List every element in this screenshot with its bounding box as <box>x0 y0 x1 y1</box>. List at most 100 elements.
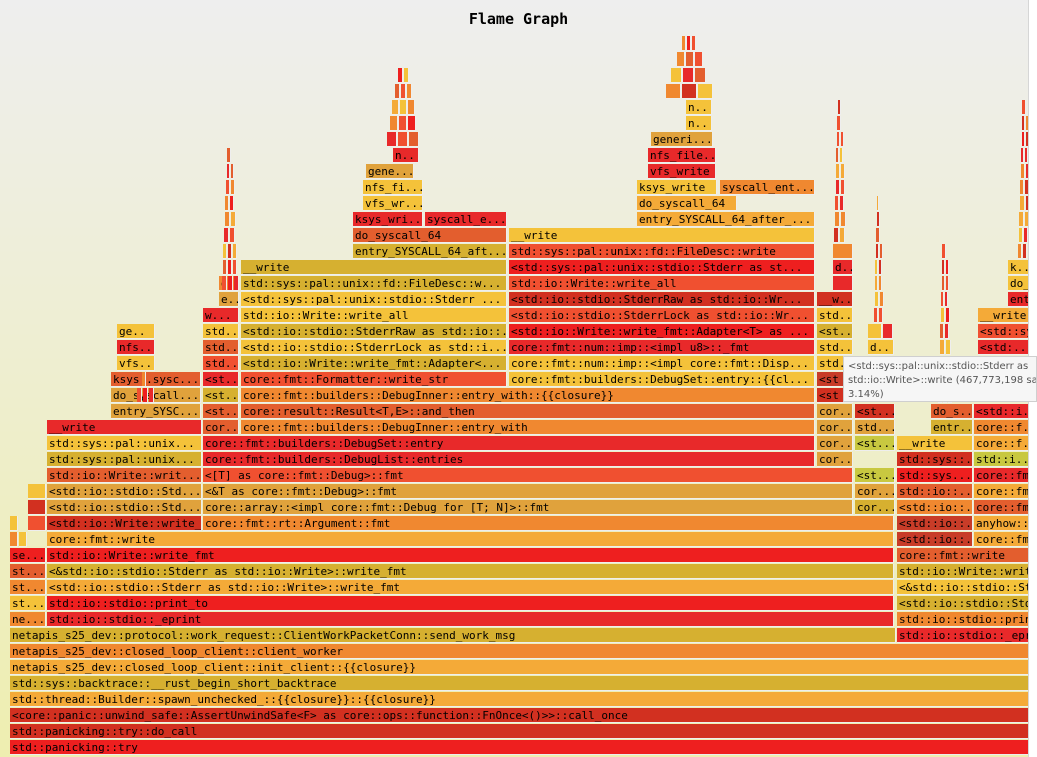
flame-frame[interactable]: <std::sys::pal::unix::stdio::Stderr ... <box>241 292 507 307</box>
flame-frame[interactable]: <std::io::stdio::Std... <box>47 484 202 499</box>
flame-frame[interactable] <box>879 260 882 275</box>
flame-frame[interactable] <box>225 212 230 227</box>
flame-frame[interactable] <box>687 36 691 51</box>
flame-frame[interactable] <box>695 52 703 67</box>
flame-frame[interactable]: core::fmt::write <box>897 548 1030 563</box>
flame-frame[interactable]: std::io::stdio::print_to <box>897 612 1030 627</box>
flame-frame[interactable] <box>19 532 27 547</box>
flame-frame[interactable]: do_... <box>1008 276 1030 291</box>
flame-frame[interactable]: n.. <box>686 100 712 115</box>
flame-frame[interactable] <box>840 228 845 243</box>
flame-frame[interactable]: std... <box>203 356 239 371</box>
flame-frame[interactable]: core::fmt... <box>974 468 1030 483</box>
flame-frame[interactable]: <&std::io::stdio::Stderr as std::io::Wri… <box>897 580 1030 595</box>
flame-frame[interactable]: anyhow::fmt <box>974 516 1030 531</box>
flame-frame[interactable]: std::sys::pal::unix::fd::FileDesc::w... <box>241 276 507 291</box>
flame-frame[interactable]: <std::i... <box>974 404 1030 419</box>
flame-frame[interactable]: <std:... <box>978 340 1030 355</box>
flame-frame[interactable]: std::io::Write::write_all <box>509 276 815 291</box>
flame-frame[interactable] <box>28 516 46 531</box>
flame-frame[interactable] <box>1021 164 1025 179</box>
flame-frame[interactable]: entry_SYSCALL_64_aft... <box>353 244 507 259</box>
flame-frame[interactable]: <std::io::stdio::Stderr as std::io::Writ… <box>47 580 894 595</box>
flame-frame[interactable]: <std::io::stdio::StderrRaw as std::io::W… <box>509 292 815 307</box>
flame-frame[interactable]: st... <box>10 580 46 595</box>
flame-frame[interactable]: core::fmt::builders::DebugSet::entry::{{… <box>509 372 815 387</box>
flame-frame[interactable] <box>942 276 945 291</box>
flame-frame[interactable]: nfs_file... <box>648 148 716 163</box>
flame-frame[interactable] <box>231 180 235 195</box>
flame-frame[interactable]: do_syscall... <box>111 388 201 403</box>
flame-frame[interactable] <box>398 132 408 147</box>
flame-frame[interactable]: nfs... <box>117 340 155 355</box>
flame-frame[interactable] <box>833 244 853 259</box>
flame-frame[interactable] <box>231 212 236 227</box>
flame-frame[interactable]: core::f... <box>974 436 1030 451</box>
flame-frame[interactable] <box>1021 148 1024 163</box>
flame-frame[interactable]: __write <box>47 420 202 435</box>
flame-frame[interactable] <box>876 244 879 259</box>
flame-frame[interactable] <box>683 68 694 83</box>
flame-frame[interactable] <box>666 84 681 99</box>
flame-frame[interactable] <box>875 292 879 307</box>
flame-frame[interactable]: __write <box>241 260 507 275</box>
flame-frame[interactable]: <core::panic::unwind_safe::AssertUnwindS… <box>10 708 1030 723</box>
flame-frame[interactable]: n.. <box>686 116 712 131</box>
flame-frame[interactable]: netapis_s25_dev::closed_loop_client::ini… <box>10 660 1030 675</box>
flame-frame[interactable] <box>841 164 845 179</box>
flame-frame[interactable]: ksys..sysc... <box>111 372 201 387</box>
flame-frame[interactable]: std::panicking::try::do_call <box>10 724 1030 739</box>
flame-frame[interactable] <box>836 180 840 195</box>
flame-frame[interactable]: core::fmt::num::imp::<impl u8>::_fmt <box>509 340 815 355</box>
flame-frame[interactable] <box>1022 132 1025 147</box>
flame-frame[interactable]: <st... <box>817 324 853 339</box>
flame-frame[interactable]: core::fmt::builders::DebugInner::entry_w… <box>241 388 815 403</box>
flame-frame[interactable] <box>230 196 234 211</box>
flame-frame[interactable]: <std::io::stdio::Stderr as std::io::Writ… <box>897 596 1030 611</box>
flame-frame[interactable]: <&std::io::stdio::Stderr as std::io::Wri… <box>47 564 894 579</box>
flame-frame[interactable] <box>143 388 148 403</box>
flame-frame[interactable]: <std::io::Write::write_fmt::Adapter<T> a… <box>509 324 815 339</box>
flame-frame[interactable]: e.. <box>219 292 239 307</box>
flame-frame[interactable] <box>28 484 46 499</box>
flame-frame[interactable] <box>228 276 233 291</box>
flame-frame[interactable]: core::f... <box>974 420 1030 435</box>
flame-frame[interactable]: cor... <box>203 420 239 435</box>
flame-frame[interactable]: core::fmt... <box>974 484 1030 499</box>
flame-frame[interactable] <box>1025 148 1028 163</box>
flame-frame[interactable] <box>390 116 398 131</box>
flame-frame[interactable] <box>407 84 412 99</box>
flame-frame[interactable]: core::fmt::num::imp::<impl core::fmt::Di… <box>509 356 815 371</box>
flame-frame[interactable] <box>1022 100 1026 115</box>
flame-frame[interactable]: core::fmt::Formatter::write_str <box>241 372 507 387</box>
flame-frame[interactable] <box>686 52 694 67</box>
flame-frame[interactable]: entry_SYSC... <box>111 404 201 419</box>
flame-frame[interactable]: core::fmt::builders::DebugList::entries <box>203 452 815 467</box>
flame-frame[interactable] <box>945 324 949 339</box>
flame-frame[interactable] <box>946 308 950 323</box>
flame-frame[interactable]: <std::io::stdio::Std... <box>47 500 202 515</box>
flame-frame[interactable] <box>945 292 948 307</box>
flame-frame[interactable]: std::i... <box>974 452 1030 467</box>
flame-frame[interactable] <box>682 36 686 51</box>
flame-frame[interactable] <box>398 68 403 83</box>
flame-frame[interactable] <box>883 324 893 339</box>
flame-frame[interactable]: core::fmt::write <box>47 532 894 547</box>
flame-frame[interactable]: d.. <box>868 340 894 355</box>
flame-frame[interactable]: std::sys::pal::unix... <box>47 436 202 451</box>
flame-frame[interactable] <box>835 196 839 211</box>
flame-frame[interactable] <box>1019 228 1023 243</box>
flame-frame[interactable]: cor... <box>855 500 895 515</box>
flame-frame[interactable]: cor... <box>817 436 853 451</box>
flame-frame[interactable]: std::io::... <box>897 484 973 499</box>
flame-frame[interactable]: std::thread::Builder::spawn_unchecked_::… <box>10 692 1030 707</box>
flame-frame[interactable]: <st... <box>855 404 895 419</box>
flame-frame[interactable]: cor... <box>817 420 853 435</box>
flame-frame[interactable]: std::io::Write::write_all <box>241 308 507 323</box>
flame-frame[interactable] <box>1022 116 1025 131</box>
flame-frame[interactable] <box>227 164 230 179</box>
flame-frame[interactable]: <st... <box>203 404 239 419</box>
flame-frame[interactable]: std::io::Write::write_fmt <box>47 548 894 563</box>
flame-frame[interactable] <box>695 68 706 83</box>
flame-frame[interactable] <box>677 52 685 67</box>
